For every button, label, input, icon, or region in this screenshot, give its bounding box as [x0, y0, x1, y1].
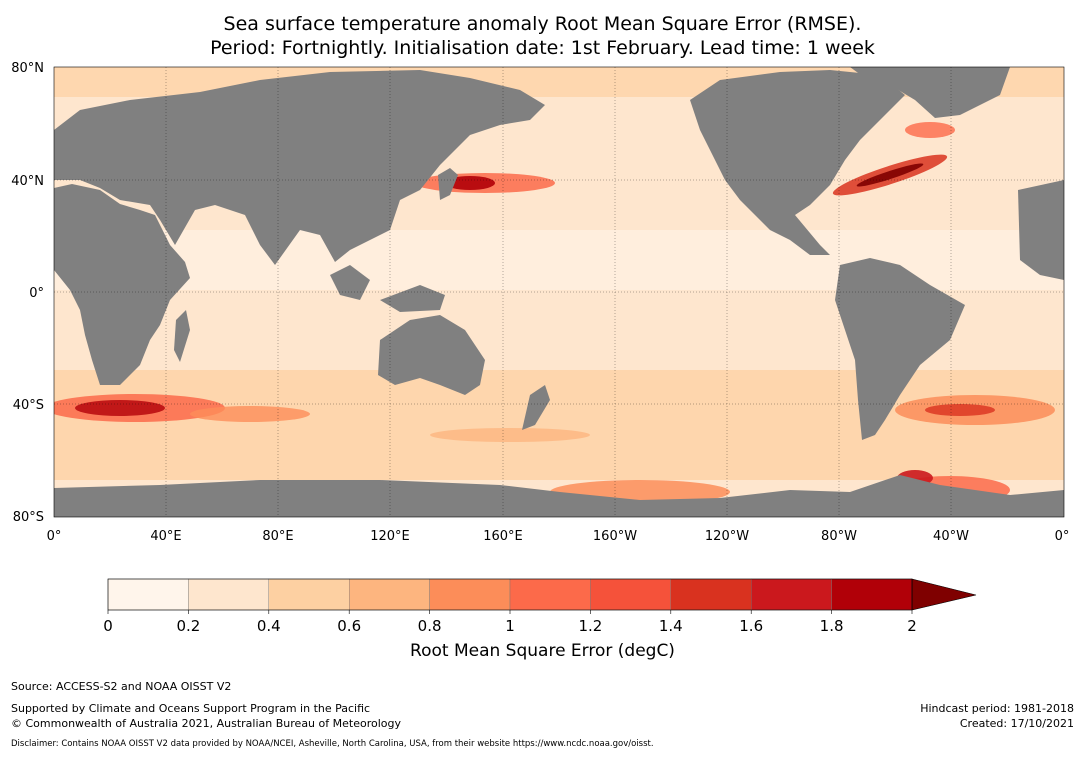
- colorbar-extend-arrow: [911, 578, 977, 611]
- new-guinea-sulawesi-landmass: [380, 285, 445, 312]
- colorbar-tick-label: 0.8: [417, 617, 442, 635]
- lon-label-80e: 80°E: [262, 529, 293, 544]
- copyright-note: © Commonwealth of Australia 2021, Austra…: [11, 717, 401, 730]
- africa-landmass: [54, 184, 190, 385]
- madagascar-landmass: [174, 310, 190, 362]
- colorbar-swatch-4: [429, 578, 511, 611]
- colorbar-swatches: [107, 578, 913, 611]
- western-europe-africa-edge: [1018, 180, 1064, 280]
- chart-title-line-1: Sea surface temperature anomaly Root Mea…: [223, 13, 862, 35]
- lon-label-120w: 120°W: [705, 529, 749, 544]
- disclaimer-note: Disclaimer: Contains NOAA OISST V2 data …: [11, 739, 654, 749]
- lon-label-80w: 80°W: [821, 529, 857, 544]
- colorbar-tick-label: 1: [505, 617, 515, 635]
- map-frame: [53, 66, 1065, 518]
- colorbar-swatch-1: [188, 578, 269, 611]
- colorbar-swatch-2: [268, 578, 350, 611]
- colorbar-tick-label: 1.8: [819, 617, 844, 635]
- map-panel: [54, 67, 1064, 517]
- chart-title-line-2: Period: Fortnightly. Initialisation date…: [210, 37, 875, 59]
- hindcast-period: Hindcast period: 1981-2018: [920, 702, 1074, 715]
- support-note: Supported by Climate and Oceans Support …: [11, 702, 371, 715]
- colorbar-tick-label: 0.2: [176, 617, 201, 635]
- eurasia-landmass: [54, 70, 545, 265]
- lat-label-equator: 0°: [29, 286, 44, 301]
- land-masses: [54, 67, 1064, 517]
- lat-label-40s: 40°S: [13, 398, 44, 413]
- australia-landmass: [378, 315, 485, 395]
- lon-label-40w: 40°W: [933, 529, 969, 544]
- gulf-stream-peak: [856, 163, 924, 187]
- colorbar-swatch-5: [509, 578, 591, 611]
- lat-label-40n: 40°N: [11, 174, 44, 189]
- north-america-landmass: [690, 70, 905, 255]
- colorbar-tick-marks: [107, 610, 913, 614]
- lon-label-0-left: 0°: [47, 529, 62, 544]
- colorbar-tick-label: 0.6: [337, 617, 362, 635]
- colorbar-swatch-7: [670, 578, 752, 611]
- lon-label-40e: 40°E: [150, 529, 181, 544]
- colorbar-tick-label: 0: [103, 617, 113, 635]
- south-pacific-front: [430, 428, 590, 442]
- lon-label-160w: 160°W: [593, 529, 637, 544]
- antarctica-landmass: [54, 475, 1064, 517]
- new-zealand-landmass: [522, 385, 550, 430]
- borneo-landmass: [330, 265, 370, 300]
- brazil-malvinas-peak: [925, 404, 995, 416]
- southern-ocean-band: [54, 370, 1064, 480]
- agulhas-peak: [75, 400, 165, 416]
- lat-label-80s: 80°S: [13, 510, 44, 525]
- colorbar-tick-label: 1.6: [739, 617, 764, 635]
- graticule: [54, 67, 1064, 517]
- lat-label-80n: 80°N: [11, 61, 44, 76]
- lon-label-160e: 160°E: [483, 529, 523, 544]
- colorbar-swatch-9: [831, 578, 913, 611]
- colorbar-tick-label: 1.2: [578, 617, 603, 635]
- south-america-landmass: [835, 258, 965, 440]
- colorbar-tick-label: 1.4: [658, 617, 683, 635]
- colorbar-swatch-8: [751, 578, 832, 611]
- lon-label-0-right: 0°: [1055, 529, 1070, 544]
- lon-label-120e: 120°E: [370, 529, 410, 544]
- colorbar: [107, 578, 977, 614]
- colorbar-label: Root Mean Square Error (degC): [410, 641, 675, 661]
- colorbar-swatch-3: [349, 578, 430, 611]
- indian-ocean-front: [190, 406, 310, 422]
- kuroshio-peak: [445, 176, 495, 190]
- colorbar-swatch-6: [590, 578, 672, 611]
- colorbar-tick-label: 0.4: [256, 617, 281, 635]
- colorbar-tick-label: 2: [907, 617, 917, 635]
- colorbar-swatch-0: [107, 578, 189, 611]
- greenland-landmass: [850, 67, 1010, 118]
- japan-landmass: [438, 168, 458, 200]
- source-note: Source: ACCESS-S2 and NOAA OISST V2: [11, 680, 232, 693]
- labrador-sea-error: [905, 122, 955, 138]
- created-date: Created: 17/10/2021: [959, 717, 1074, 730]
